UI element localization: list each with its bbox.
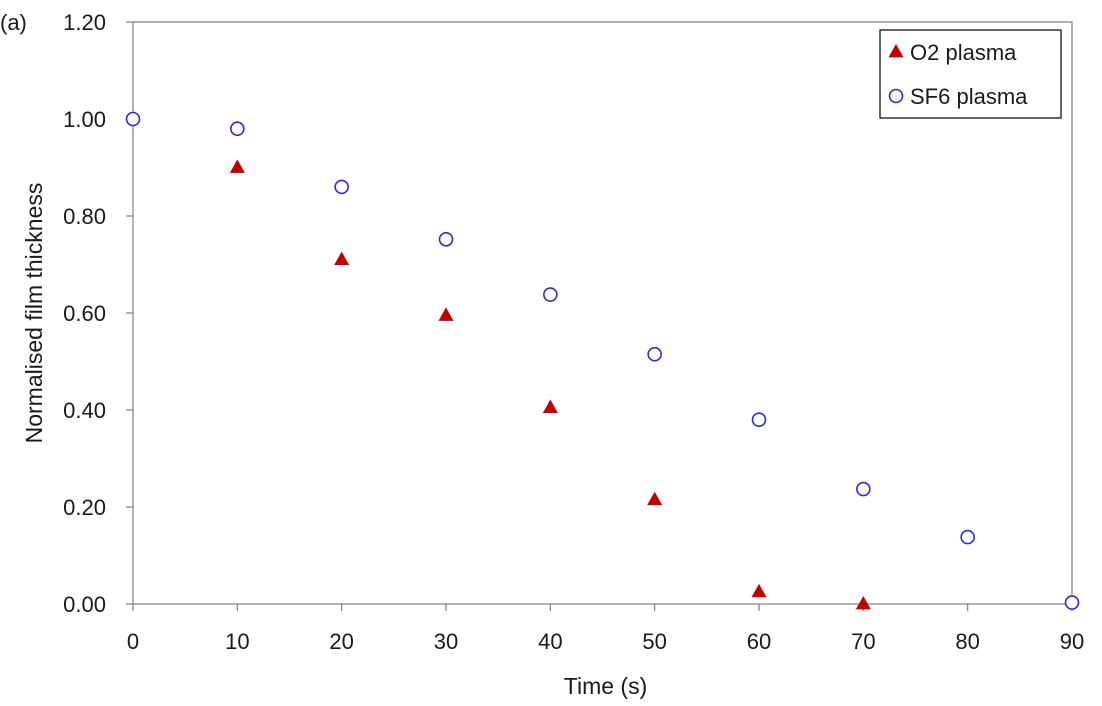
legend-entry-label: O2 plasma <box>910 40 1017 65</box>
x-tick-label: 40 <box>538 629 562 654</box>
sf6-plasma-point <box>856 481 871 497</box>
sf6-plasma-point <box>230 121 245 136</box>
y-axis: 0.00 0.20 0.40 0.60 0.80 1.00 1.20 <box>63 10 133 617</box>
sf6-plasma-point <box>751 412 767 428</box>
sf6-plasma-point <box>334 179 349 195</box>
o2-plasma-point <box>855 595 871 610</box>
panel-label: (a) <box>0 10 27 35</box>
y-tick-label: 0.60 <box>63 301 106 326</box>
legend-box <box>879 29 1062 119</box>
y-tick-label: 1.00 <box>63 107 106 132</box>
legend-triangle-icon <box>888 43 904 58</box>
sf6-plasma-point <box>125 111 141 127</box>
o2-plasma-point <box>751 583 767 598</box>
o2-plasma-point <box>647 491 663 506</box>
y-tick-label: 0.80 <box>63 204 106 229</box>
x-tick-label: 20 <box>329 629 353 654</box>
sf6-plasma-point <box>1064 595 1080 610</box>
o2-plasma-point <box>542 399 558 413</box>
x-tick-label: 70 <box>851 629 875 654</box>
x-tick-label: 30 <box>434 629 458 654</box>
sf6-plasma-point <box>438 231 454 247</box>
sf6-plasma-point <box>543 287 558 302</box>
x-tick-label: 90 <box>1060 629 1084 654</box>
sf6-plasma-series <box>125 111 1080 610</box>
legend-entry-label: SF6 plasma <box>910 84 1028 109</box>
y-axis-title: Normalised film thickness <box>21 183 47 444</box>
legend: O2 plasma SF6 plasma <box>879 29 1062 119</box>
y-tick-label: 0.20 <box>63 495 106 520</box>
y-tick-label: 1.20 <box>63 10 106 35</box>
x-tick-label: 0 <box>127 629 139 654</box>
o2-plasma-series <box>229 159 871 610</box>
y-tick-label: 0.40 <box>63 398 106 423</box>
x-tick-label: 80 <box>955 629 979 654</box>
o2-plasma-point <box>438 307 454 321</box>
y-tick-label: 0.00 <box>63 592 106 617</box>
x-axis: 0 10 20 30 40 50 60 70 80 90 <box>127 604 1084 654</box>
o2-plasma-point <box>334 251 350 266</box>
sf6-plasma-point <box>960 529 975 545</box>
o2-plasma-point <box>229 159 245 173</box>
legend-circle-icon <box>888 88 904 104</box>
x-tick-label: 10 <box>225 629 249 654</box>
x-axis-title: Time (s) <box>564 673 647 699</box>
x-tick-label: 60 <box>747 629 771 654</box>
sf6-plasma-point <box>647 346 662 362</box>
x-tick-label: 50 <box>642 629 666 654</box>
data-points <box>125 111 1080 610</box>
